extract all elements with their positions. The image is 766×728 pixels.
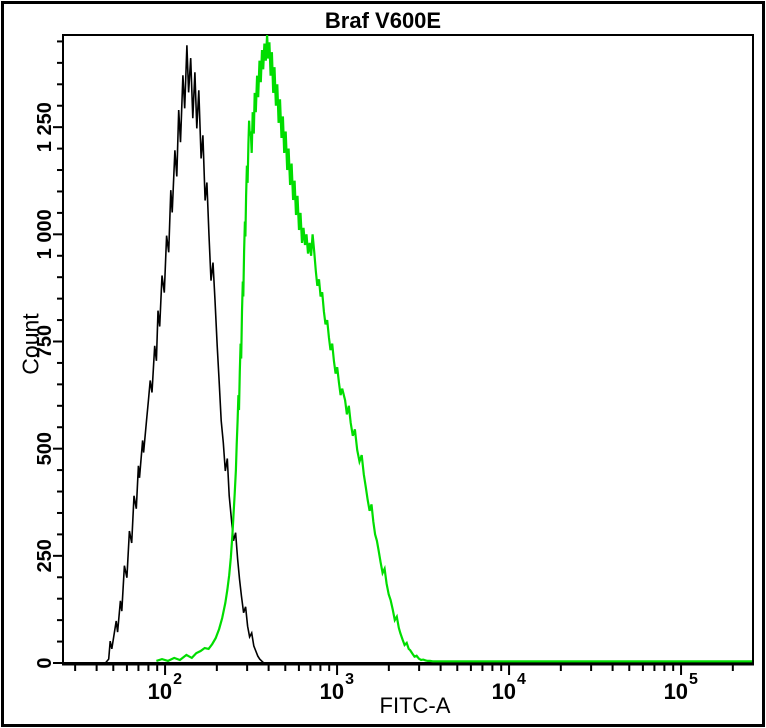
x-axis-tick-exponent: 2 <box>173 671 182 688</box>
x-axis-tick-label: 10 <box>148 679 172 704</box>
y-axis-tick-label: 500 <box>34 432 56 465</box>
y-axis-tick-label: 1 000 <box>34 209 56 259</box>
x-axis-tick-label: 10 <box>320 679 344 704</box>
chart-title: Braf V600E <box>324 8 442 33</box>
y-axis-tick-label: 250 <box>34 539 56 572</box>
x-axis-tick-label: 10 <box>492 679 516 704</box>
black-histogram-curve <box>104 45 265 664</box>
green-histogram-curve <box>156 34 753 663</box>
plot-border <box>62 34 754 664</box>
x-axis-tick-label: 10 <box>664 679 688 704</box>
x-axis-tick-exponent: 3 <box>345 671 354 688</box>
x-axis-label: FITC-A <box>379 693 451 718</box>
y-axis-tick-label: 1 250 <box>34 102 56 152</box>
y-axis-label: Count <box>17 313 44 375</box>
x-axis-tick-exponent: 4 <box>517 671 526 688</box>
x-axis-tick-exponent: 5 <box>689 671 698 688</box>
y-axis-tick-label: 0 <box>34 657 56 668</box>
y-axis-tick-label: 750 <box>34 325 56 358</box>
